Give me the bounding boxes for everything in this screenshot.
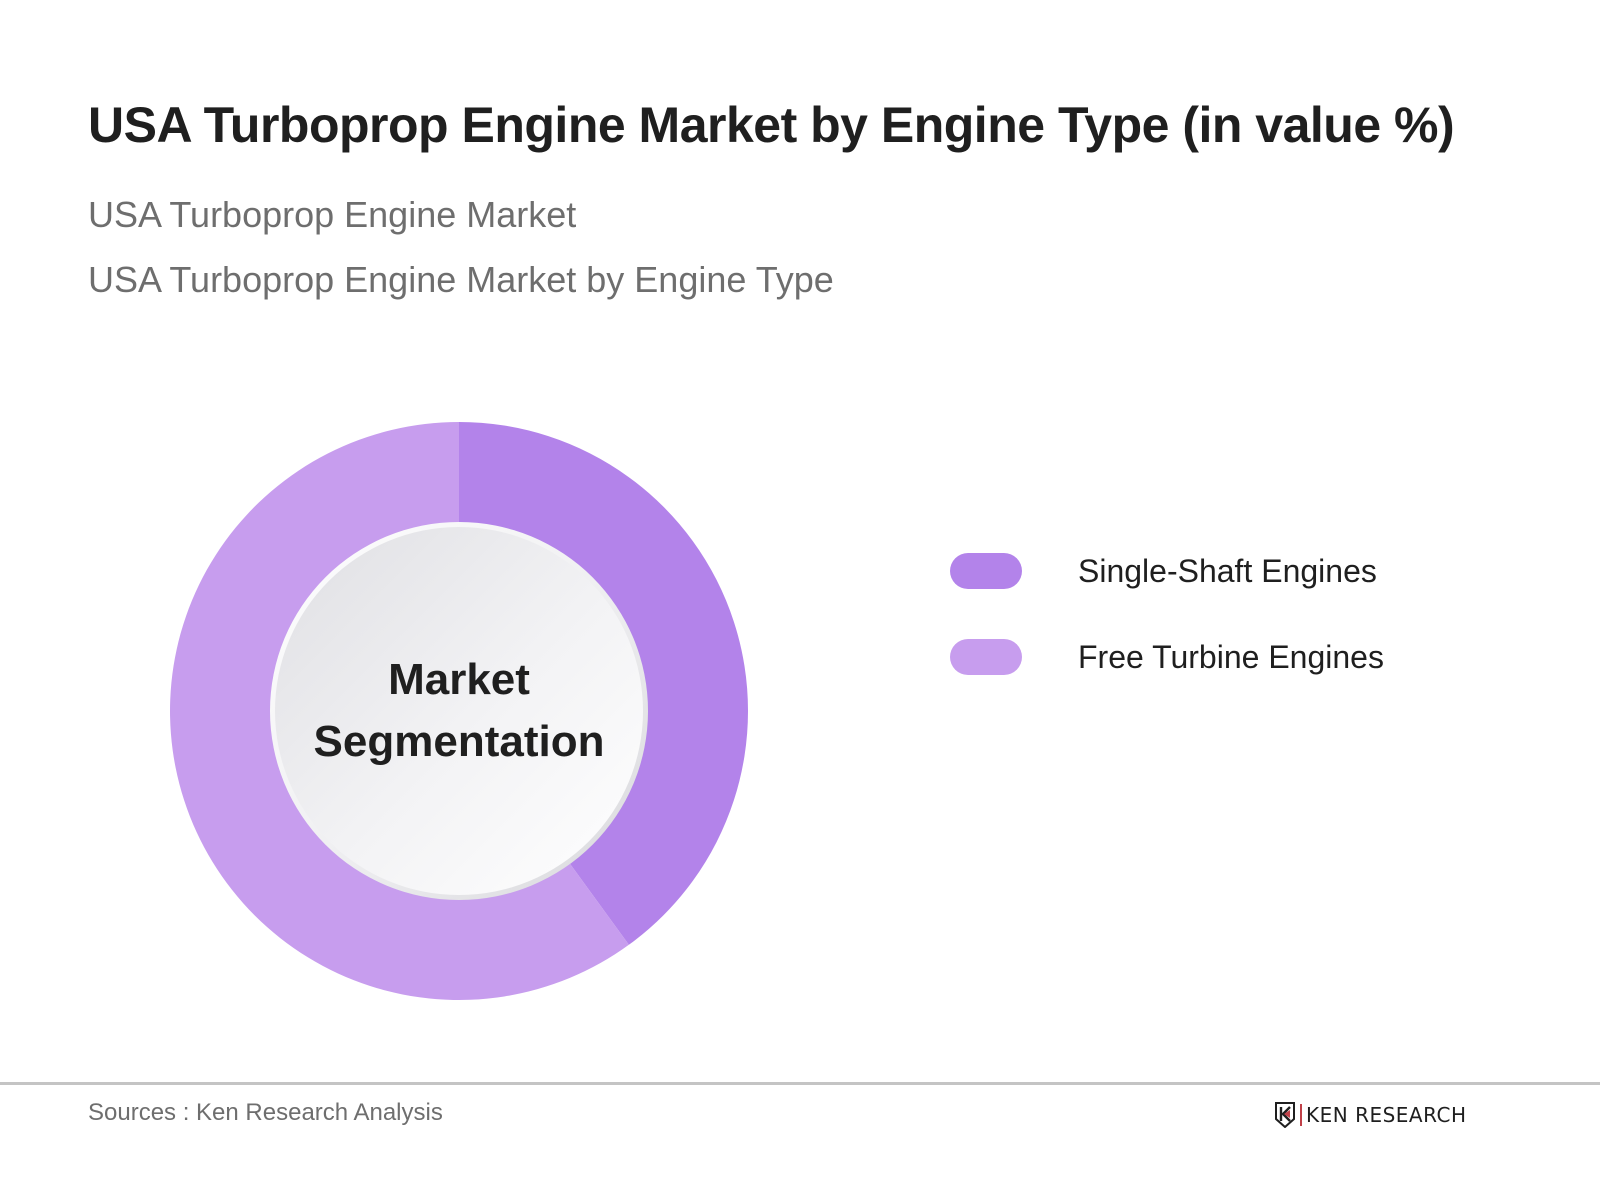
chart-subtitle-segment: USA Turboprop Engine Market by Engine Ty…: [88, 259, 834, 300]
logo-text: KEN RESEARCH: [1306, 1103, 1467, 1127]
donut-chart: Market Segmentation: [168, 420, 750, 1002]
ken-research-logo-icon: [1275, 1102, 1295, 1128]
footer-divider: [0, 1082, 1600, 1085]
ken-research-logo: KEN RESEARCH: [1274, 1100, 1467, 1130]
chart-legend: Single-Shaft Engines Free Turbine Engine…: [950, 552, 1384, 724]
legend-swatch-single-shaft: [950, 553, 1022, 589]
donut-chart-svg: [170, 422, 749, 1000]
donut-inner-disc: [275, 527, 643, 895]
legend-swatch-free-turbine: [950, 639, 1022, 675]
chart-subtitle-market: USA Turboprop Engine Market: [88, 194, 577, 235]
source-note: Sources : Ken Research Analysis: [88, 1099, 443, 1126]
legend-label: Free Turbine Engines: [1078, 638, 1384, 675]
logo-separator: [1300, 1104, 1302, 1126]
legend-item-single-shaft[interactable]: Single-Shaft Engines: [950, 552, 1384, 590]
chart-title: USA Turboprop Engine Market by Engine Ty…: [88, 97, 1455, 153]
legend-item-free-turbine[interactable]: Free Turbine Engines: [950, 638, 1384, 676]
legend-label: Single-Shaft Engines: [1078, 552, 1377, 589]
